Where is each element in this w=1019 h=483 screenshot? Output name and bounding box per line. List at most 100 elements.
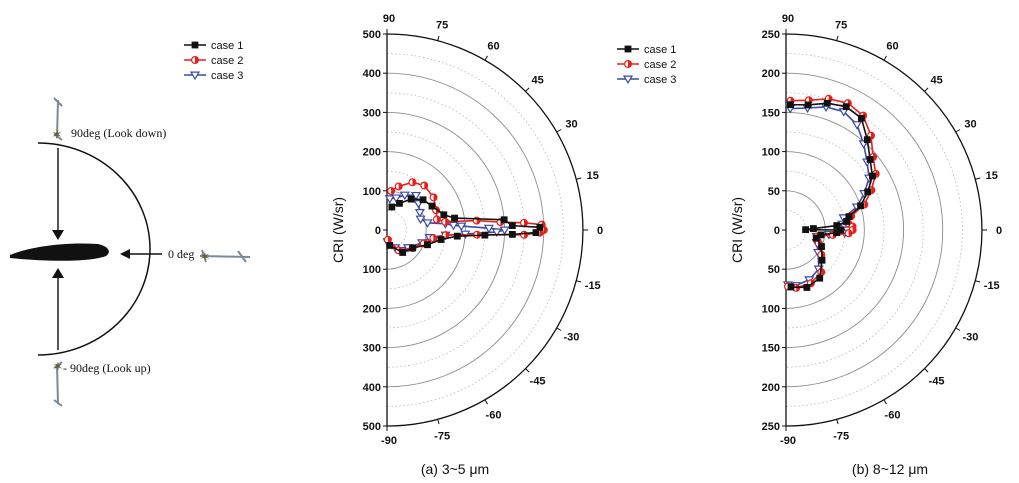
legend-marker — [622, 75, 634, 85]
radial-tick-label: 250 — [762, 421, 780, 433]
data-point — [532, 229, 540, 236]
data-point — [520, 218, 529, 227]
grid-ring-minor — [386, 53, 564, 407]
data-point — [481, 231, 489, 239]
legend-label: case 3 — [211, 70, 243, 82]
data-point — [448, 221, 459, 231]
data-point — [864, 188, 872, 196]
outer-arc — [785, 33, 983, 427]
data-point — [387, 187, 396, 196]
data-point — [409, 244, 417, 252]
grid-ring-minor — [785, 210, 806, 250]
radial-tick-label: 100 — [762, 303, 780, 315]
radial-tick-label: 0 — [774, 225, 780, 237]
legend-label: case 1 — [211, 40, 243, 52]
data-point — [818, 256, 826, 264]
arrow-down-head — [52, 230, 64, 240]
angle-tick-label: 30 — [964, 119, 976, 131]
data-point — [845, 213, 853, 221]
data-point — [520, 230, 529, 239]
y-axis-label: CRI (W/sr) — [729, 197, 745, 263]
grid-ring-minor — [785, 131, 885, 329]
arrow-up-head — [52, 268, 64, 278]
data-point — [500, 216, 508, 224]
data-point — [386, 242, 394, 249]
angle-tick-label: -60 — [885, 409, 901, 421]
radial-tick-label: 500 — [363, 29, 381, 41]
radial-tick-label: 150 — [762, 343, 780, 355]
data-point — [396, 199, 403, 207]
series-line — [387, 181, 545, 252]
data-point — [429, 193, 438, 202]
data-point — [384, 195, 395, 204]
y-axis-label: CRI (W/sr) — [330, 197, 346, 263]
radial-tick-label: 50 — [768, 264, 780, 276]
radial-tick-label: 100 — [363, 264, 381, 276]
polar-chart-a: 5004003002001000100200300400500907560453… — [330, 13, 603, 447]
star-bottom-icon: ✶ — [53, 359, 64, 374]
data-point — [399, 249, 407, 256]
data-point — [508, 230, 516, 238]
data-point — [844, 229, 853, 238]
grid-ring — [785, 151, 865, 309]
angle-tick-label: 60 — [886, 41, 898, 53]
angle-tick — [883, 55, 887, 61]
angle-tick — [556, 327, 562, 331]
data-point — [383, 235, 392, 244]
data-point — [802, 226, 809, 234]
caption-b: (b) 8~12 μm — [852, 461, 928, 477]
radial-tick-label: 100 — [762, 147, 780, 159]
data-point — [816, 274, 824, 282]
orientation-diagram: ✶ ✶ ✶ 90deg (Look down) 0 deg - 90deg (L… — [10, 97, 251, 407]
angle-tick-label: -90 — [780, 435, 796, 447]
legend-marker — [191, 55, 200, 64]
angle-tick — [975, 280, 981, 283]
label-look-up: - 90deg (Look up) — [63, 361, 151, 375]
radial-tick-label: 400 — [363, 382, 381, 394]
grid-ring-minor — [386, 92, 525, 368]
angle-tick-label: 75 — [835, 19, 847, 31]
missile-right-icon — [199, 249, 251, 263]
angle-tick-label: 75 — [436, 19, 448, 31]
star-right-icon: ✶ — [200, 249, 211, 264]
grid-ring — [785, 111, 904, 349]
radial-tick-label: 0 — [375, 225, 381, 237]
data-point — [803, 284, 811, 291]
data-point — [391, 194, 402, 204]
angle-tick-label: -30 — [963, 332, 979, 344]
angle-tick — [437, 419, 440, 425]
data-point — [858, 114, 865, 122]
data-point — [407, 195, 415, 203]
grid-ring — [785, 72, 944, 388]
angle-tick-label: -90 — [381, 435, 397, 447]
legend-item-case-2: case 2 — [184, 55, 243, 67]
radial-tick-label: 500 — [363, 421, 381, 433]
legend-label: case 3 — [644, 74, 676, 86]
data-point — [491, 228, 502, 237]
angle-tick-label: 0 — [996, 225, 1002, 237]
angle-tick — [556, 129, 562, 133]
data-point — [863, 136, 871, 144]
data-point — [428, 202, 436, 210]
data-point — [440, 211, 448, 219]
view-semicircle — [37, 142, 151, 356]
series-case-3 — [782, 103, 875, 291]
angle-tick-label: 15 — [986, 170, 998, 182]
data-point — [833, 229, 841, 237]
data-point — [804, 101, 812, 109]
data-point — [843, 218, 850, 225]
angle-tick-label: 60 — [487, 41, 499, 53]
data-point — [851, 121, 863, 130]
star-top-icon: ✶ — [52, 127, 63, 142]
angle-tick — [883, 399, 887, 405]
angle-tick-label: -45 — [929, 376, 945, 388]
grid-ring-minor — [386, 170, 447, 290]
series-line — [790, 102, 874, 289]
radial-tick-label: 200 — [762, 68, 780, 80]
angle-tick-label: -15 — [585, 280, 601, 292]
data-point — [842, 103, 850, 111]
angle-tick — [484, 55, 488, 61]
angle-tick — [525, 368, 530, 373]
legend-item-case-1: case 1 — [617, 44, 676, 56]
series-case-2 — [383, 178, 548, 255]
